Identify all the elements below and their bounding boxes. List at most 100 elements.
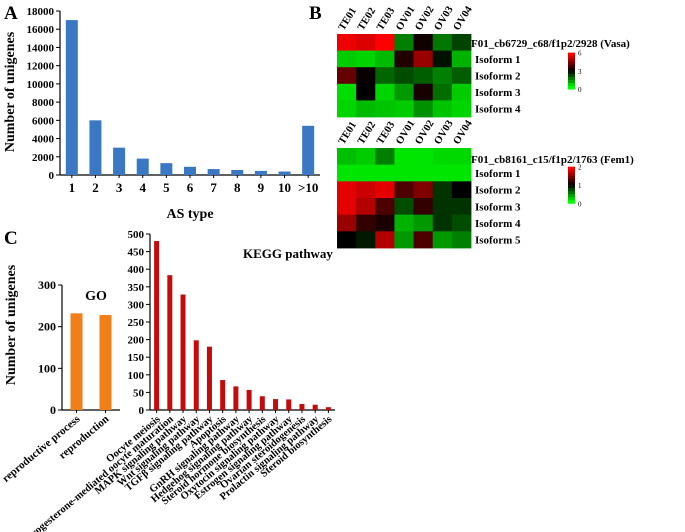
- color-scale-segment: [568, 70, 575, 75]
- heat-cell: [375, 148, 395, 166]
- bar-4: [193, 340, 199, 410]
- y-tick-label: 14000: [27, 42, 55, 54]
- color-scale-segment: [568, 194, 575, 198]
- heat-cell: [375, 164, 395, 182]
- heat-cell: [375, 198, 395, 216]
- row-label: Isoform 1: [475, 54, 521, 66]
- bar-6: [184, 166, 196, 175]
- bar-9: [254, 170, 267, 175]
- heat-cell: [394, 34, 414, 51]
- color-scale-segment: [568, 188, 575, 192]
- heat-cell: [337, 34, 357, 51]
- bar-1: [65, 20, 78, 175]
- heat-cell: [432, 34, 453, 51]
- heat-cell: [356, 214, 376, 232]
- color-scale-segment: [568, 169, 575, 174]
- y-tick-label: 6000: [32, 115, 55, 127]
- column-label: OV03: [433, 118, 456, 146]
- y-tick-label: 300: [38, 278, 56, 292]
- heat-cell: [394, 100, 414, 118]
- y-tick-label: 2000: [32, 152, 55, 164]
- x-tick-label: 3: [116, 180, 123, 195]
- y-tick-label: 10000: [27, 79, 55, 91]
- column-label: TE01: [337, 6, 359, 33]
- color-scale-segment: [568, 52, 575, 57]
- color-scale-segment: [568, 191, 575, 195]
- color-scale-label: 6: [578, 50, 582, 58]
- bar-10: [273, 399, 279, 410]
- color-scale-segment: [568, 83, 575, 87]
- color-scale-label: 3: [578, 68, 582, 76]
- heat-cell: [413, 198, 434, 216]
- heat-cell: [375, 50, 395, 68]
- heat-cell: [337, 164, 357, 182]
- bar-12: [299, 404, 305, 410]
- heat-cell: [337, 231, 357, 249]
- heat-cell: [432, 181, 453, 199]
- heat-cell: [375, 181, 395, 199]
- x-tick-label: 2: [92, 180, 99, 195]
- heat-cell: [375, 67, 395, 85]
- heat-cell: [451, 231, 472, 249]
- y-tick-label: 100: [128, 370, 145, 382]
- heat-cell: [413, 83, 434, 101]
- y-tick-label: 450: [128, 247, 145, 259]
- heat-cell: [375, 214, 395, 232]
- panel-label-c: C: [4, 228, 18, 249]
- heat-cell: [413, 231, 434, 249]
- heat-cell: [394, 148, 414, 166]
- y-tick-label: 4000: [32, 134, 55, 146]
- y-axis-label: Number of unigenes: [4, 264, 19, 385]
- color-scale-segment: [568, 166, 575, 171]
- heat-cell: [451, 67, 472, 85]
- color-scale-segment: [568, 172, 575, 177]
- bar-7: [207, 169, 220, 175]
- y-tick-label: 400: [128, 264, 145, 276]
- color-scale-segment: [568, 61, 575, 66]
- bar-8: [231, 169, 244, 175]
- y-tick-label: 8000: [32, 97, 55, 109]
- y-tick-label: 0: [139, 405, 145, 417]
- bar-9: [259, 396, 265, 410]
- heat-cell: [394, 214, 414, 232]
- column-label: OV04: [452, 118, 476, 147]
- bar-5: [206, 346, 212, 410]
- column-label: OV01: [394, 118, 417, 146]
- bar-5: [160, 163, 173, 175]
- bar-10: [278, 171, 291, 175]
- heat-cell: [356, 181, 376, 199]
- row-label: Isoform 1: [475, 168, 521, 180]
- bar-11: [302, 125, 315, 175]
- bar-6: [220, 380, 226, 410]
- heat-cell: [394, 164, 414, 182]
- column-label: OV01: [394, 4, 417, 32]
- heat-cell: [337, 50, 357, 68]
- heat-cell: [356, 100, 376, 118]
- heat-cell: [451, 34, 472, 51]
- column-label: OV03: [433, 4, 456, 32]
- bar-3: [180, 294, 186, 410]
- heat-cell: [432, 50, 453, 68]
- y-tick-label: 0: [50, 403, 56, 417]
- heat-cell: [356, 67, 376, 85]
- y-tick-label: 100: [38, 361, 56, 375]
- heat-cell: [451, 50, 472, 68]
- color-scale-segment: [568, 86, 575, 90]
- heat-cell: [337, 181, 357, 199]
- heat-cell: [394, 231, 414, 249]
- heat-cell: [413, 214, 434, 232]
- heat-cell: [432, 148, 453, 166]
- heat-cell: [337, 67, 357, 85]
- heat-cell: [432, 231, 453, 249]
- x-tick-label: 6: [187, 180, 194, 195]
- heat-cell: [451, 181, 472, 199]
- kegg-title: KEGG pathway: [243, 246, 333, 261]
- bar-4: [136, 158, 149, 175]
- row-label: Isoform 3: [475, 87, 521, 99]
- y-tick-label: 250: [128, 317, 145, 329]
- color-scale-label: 1: [578, 182, 582, 190]
- heat-cell: [432, 214, 453, 232]
